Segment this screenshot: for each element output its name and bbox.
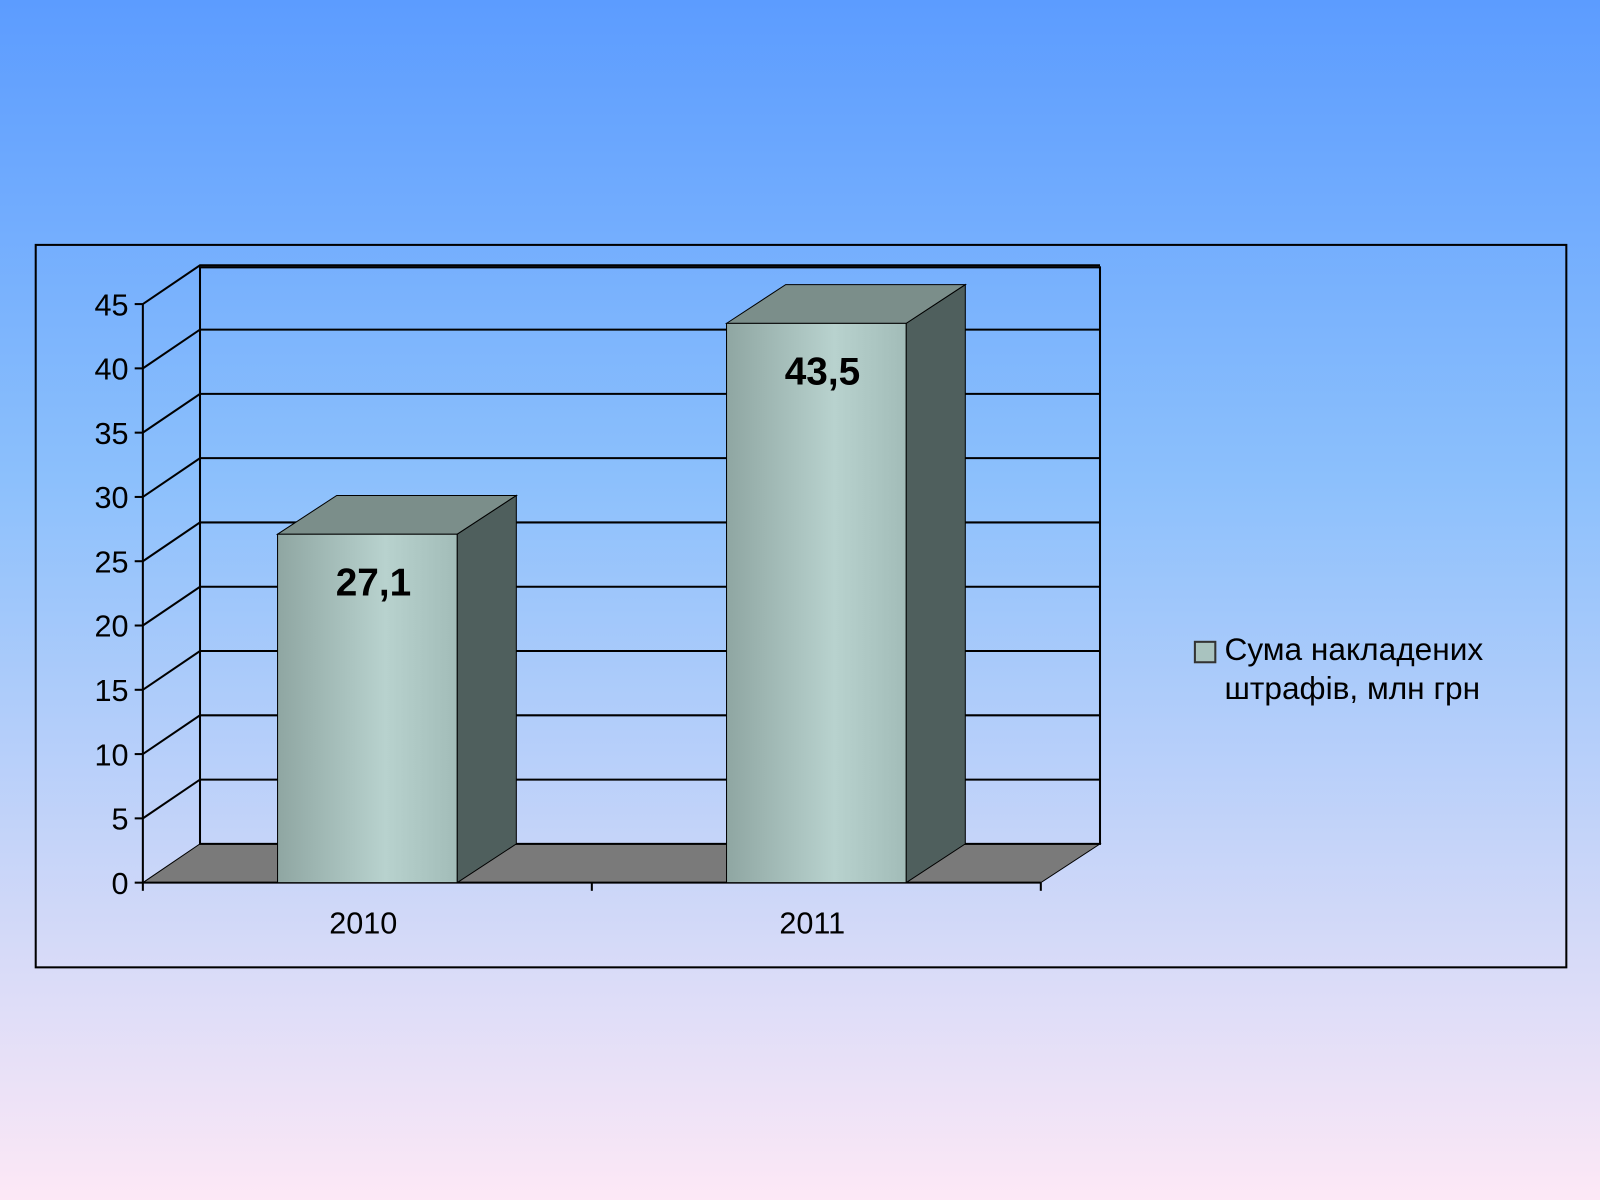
y-tick-label: 40 <box>95 353 129 387</box>
y-tick-label: 25 <box>95 545 129 579</box>
y-tick-label: 0 <box>112 867 129 901</box>
bar <box>277 533 458 884</box>
x-tick-label: 2011 <box>779 907 845 941</box>
y-tick-label: 10 <box>95 738 129 772</box>
legend-item: Сума накладених штрафів, млн грн <box>1192 631 1559 709</box>
value-label: 27,1 <box>336 561 411 604</box>
value-label: 43,5 <box>785 351 860 394</box>
y-tick-label: 20 <box>95 610 129 644</box>
bar-side <box>905 283 966 884</box>
back-wall <box>198 266 1102 845</box>
y-tick-label: 35 <box>95 417 129 451</box>
bar-side <box>456 494 517 884</box>
legend: Сума накладених штрафів, млн грн <box>1192 631 1559 709</box>
bar <box>726 322 907 884</box>
legend-label: Сума накладених штрафів, млн грн <box>1224 631 1484 707</box>
y-tick-label: 45 <box>95 288 129 322</box>
y-tick-label: 15 <box>95 674 129 708</box>
grid-line <box>142 264 1100 305</box>
legend-swatch <box>1193 640 1217 664</box>
chart-frame <box>34 243 1568 969</box>
x-tick-label: 2010 <box>329 907 397 941</box>
y-tick-label: 5 <box>112 803 129 837</box>
y-tick-label: 30 <box>95 481 129 515</box>
